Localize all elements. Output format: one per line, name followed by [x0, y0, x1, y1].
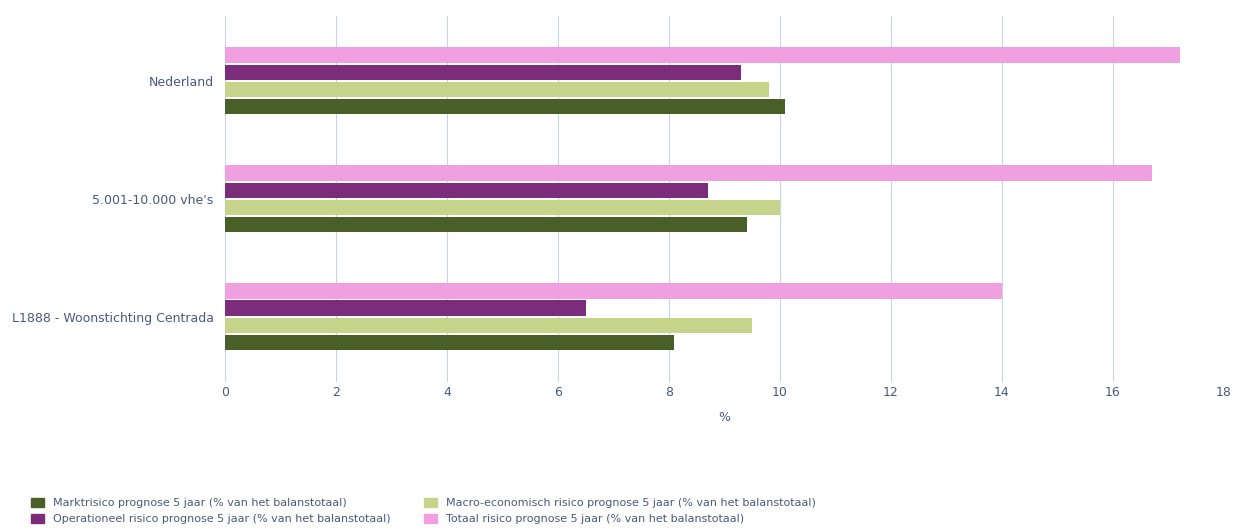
Bar — [225, 65, 741, 80]
X-axis label: %: % — [718, 411, 731, 424]
Bar — [225, 317, 752, 333]
Bar — [225, 200, 779, 215]
Legend: Marktrisico prognose 5 jaar (% van het balanstotaal), Operationeel risico progno: Marktrisico prognose 5 jaar (% van het b… — [30, 498, 816, 525]
Bar — [225, 82, 769, 97]
Bar — [225, 182, 708, 198]
Bar — [225, 301, 586, 316]
Bar — [225, 165, 1152, 181]
Bar — [225, 99, 786, 114]
Bar — [225, 48, 1179, 63]
Bar — [225, 217, 747, 232]
Bar — [225, 284, 1002, 299]
Bar — [225, 335, 674, 350]
